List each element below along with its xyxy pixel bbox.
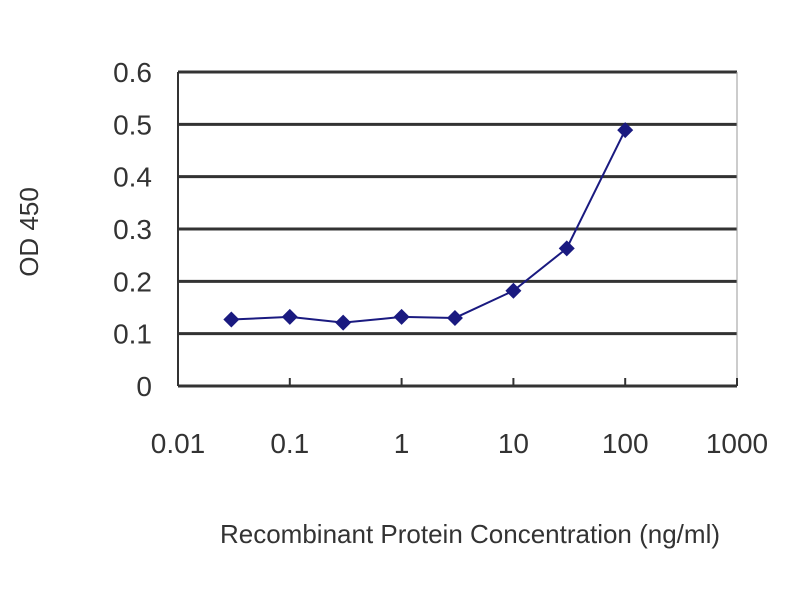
data-point <box>617 122 634 139</box>
y-tick-label: 0.2 <box>113 266 152 297</box>
series <box>223 122 634 331</box>
data-point <box>223 311 240 328</box>
data-point <box>446 309 463 326</box>
data-point <box>558 240 575 257</box>
data-point <box>281 308 298 325</box>
x-axis-label: Recombinant Protein Concentration (ng/ml… <box>220 519 720 549</box>
x-tick-labels: 0.01 0.1 1 10 100 1000 <box>151 428 768 459</box>
x-tick-label: 0.1 <box>270 428 309 459</box>
data-point <box>335 314 352 331</box>
axes <box>177 72 738 388</box>
y-axis-label: OD 450 <box>14 187 44 277</box>
x-tick-label: 10 <box>498 428 529 459</box>
y-tick-label: 0 <box>136 371 152 402</box>
data-point <box>505 282 522 299</box>
x-tick-label: 1 <box>394 428 410 459</box>
y-tick-label: 0.4 <box>113 162 152 193</box>
y-tick-label: 0.5 <box>113 109 152 140</box>
y-tick-label: 0.6 <box>113 57 152 88</box>
data-point <box>393 308 410 325</box>
y-tick-labels: 0 0.1 0.2 0.3 0.4 0.5 0.6 <box>113 57 152 402</box>
y-tick-label: 0.3 <box>113 214 152 245</box>
gridlines <box>178 70 737 336</box>
x-tick-label: 1000 <box>706 428 768 459</box>
series-line <box>231 129 627 324</box>
y-tick-label: 0.1 <box>113 319 152 350</box>
x-tick-label: 100 <box>602 428 649 459</box>
x-tick-label: 0.01 <box>151 428 206 459</box>
